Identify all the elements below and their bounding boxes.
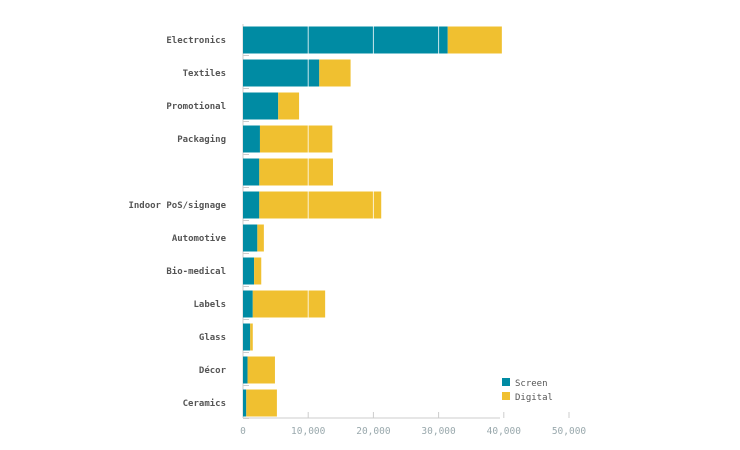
- bar-screen: [243, 389, 247, 417]
- x-tick-label: 0: [240, 426, 246, 437]
- category-label: Indoor PoS/signage: [128, 200, 226, 211]
- bar-digital: [250, 323, 253, 351]
- legend-label-digital: Digital: [515, 393, 553, 403]
- bar-screen: [243, 323, 251, 351]
- bar-digital: [319, 59, 351, 87]
- x-tick-label: 10,000: [291, 426, 326, 437]
- category-label: Promotional: [166, 101, 226, 112]
- bar-digital: [252, 290, 326, 318]
- legend-swatch-digital: [502, 392, 510, 400]
- bar-screen: [243, 92, 279, 120]
- bar-digital: [259, 158, 333, 186]
- bar-digital: [259, 191, 382, 219]
- bar-digital: [447, 26, 502, 54]
- category-label: Labels: [193, 300, 226, 310]
- bar-digital: [259, 125, 333, 153]
- category-label: Automotive: [172, 233, 227, 244]
- category-label: Electronics: [166, 35, 226, 46]
- bar-screen: [243, 257, 255, 285]
- x-tick-label: 50,000: [552, 426, 587, 437]
- bar-digital: [247, 356, 275, 384]
- legend-swatch-screen: [502, 378, 510, 386]
- bar-screen: [243, 158, 260, 186]
- bar-screen: [243, 125, 260, 153]
- bar-screen: [243, 26, 448, 54]
- bar-screen: [243, 290, 253, 318]
- bar-digital: [254, 257, 262, 285]
- bar-digital: [257, 224, 264, 252]
- x-tick-label: 30,000: [421, 426, 456, 437]
- bar-digital: [246, 389, 277, 417]
- bar-screen: [243, 224, 258, 252]
- bar-screen: [243, 191, 260, 219]
- category-label: Décor: [199, 365, 227, 376]
- category-label: Packaging: [177, 134, 226, 145]
- category-label: Textiles: [183, 68, 226, 79]
- legend-label-screen: Screen: [515, 379, 548, 389]
- category-label: Glass: [199, 333, 226, 343]
- x-tick-label: 20,000: [356, 426, 391, 437]
- x-tick-label: 40,000: [487, 426, 522, 437]
- bar-screen: [243, 59, 320, 87]
- category-label: Bio-medical: [166, 266, 226, 277]
- bar-screen: [243, 356, 248, 384]
- category-label: Ceramics: [183, 398, 226, 409]
- bar-digital: [278, 92, 300, 120]
